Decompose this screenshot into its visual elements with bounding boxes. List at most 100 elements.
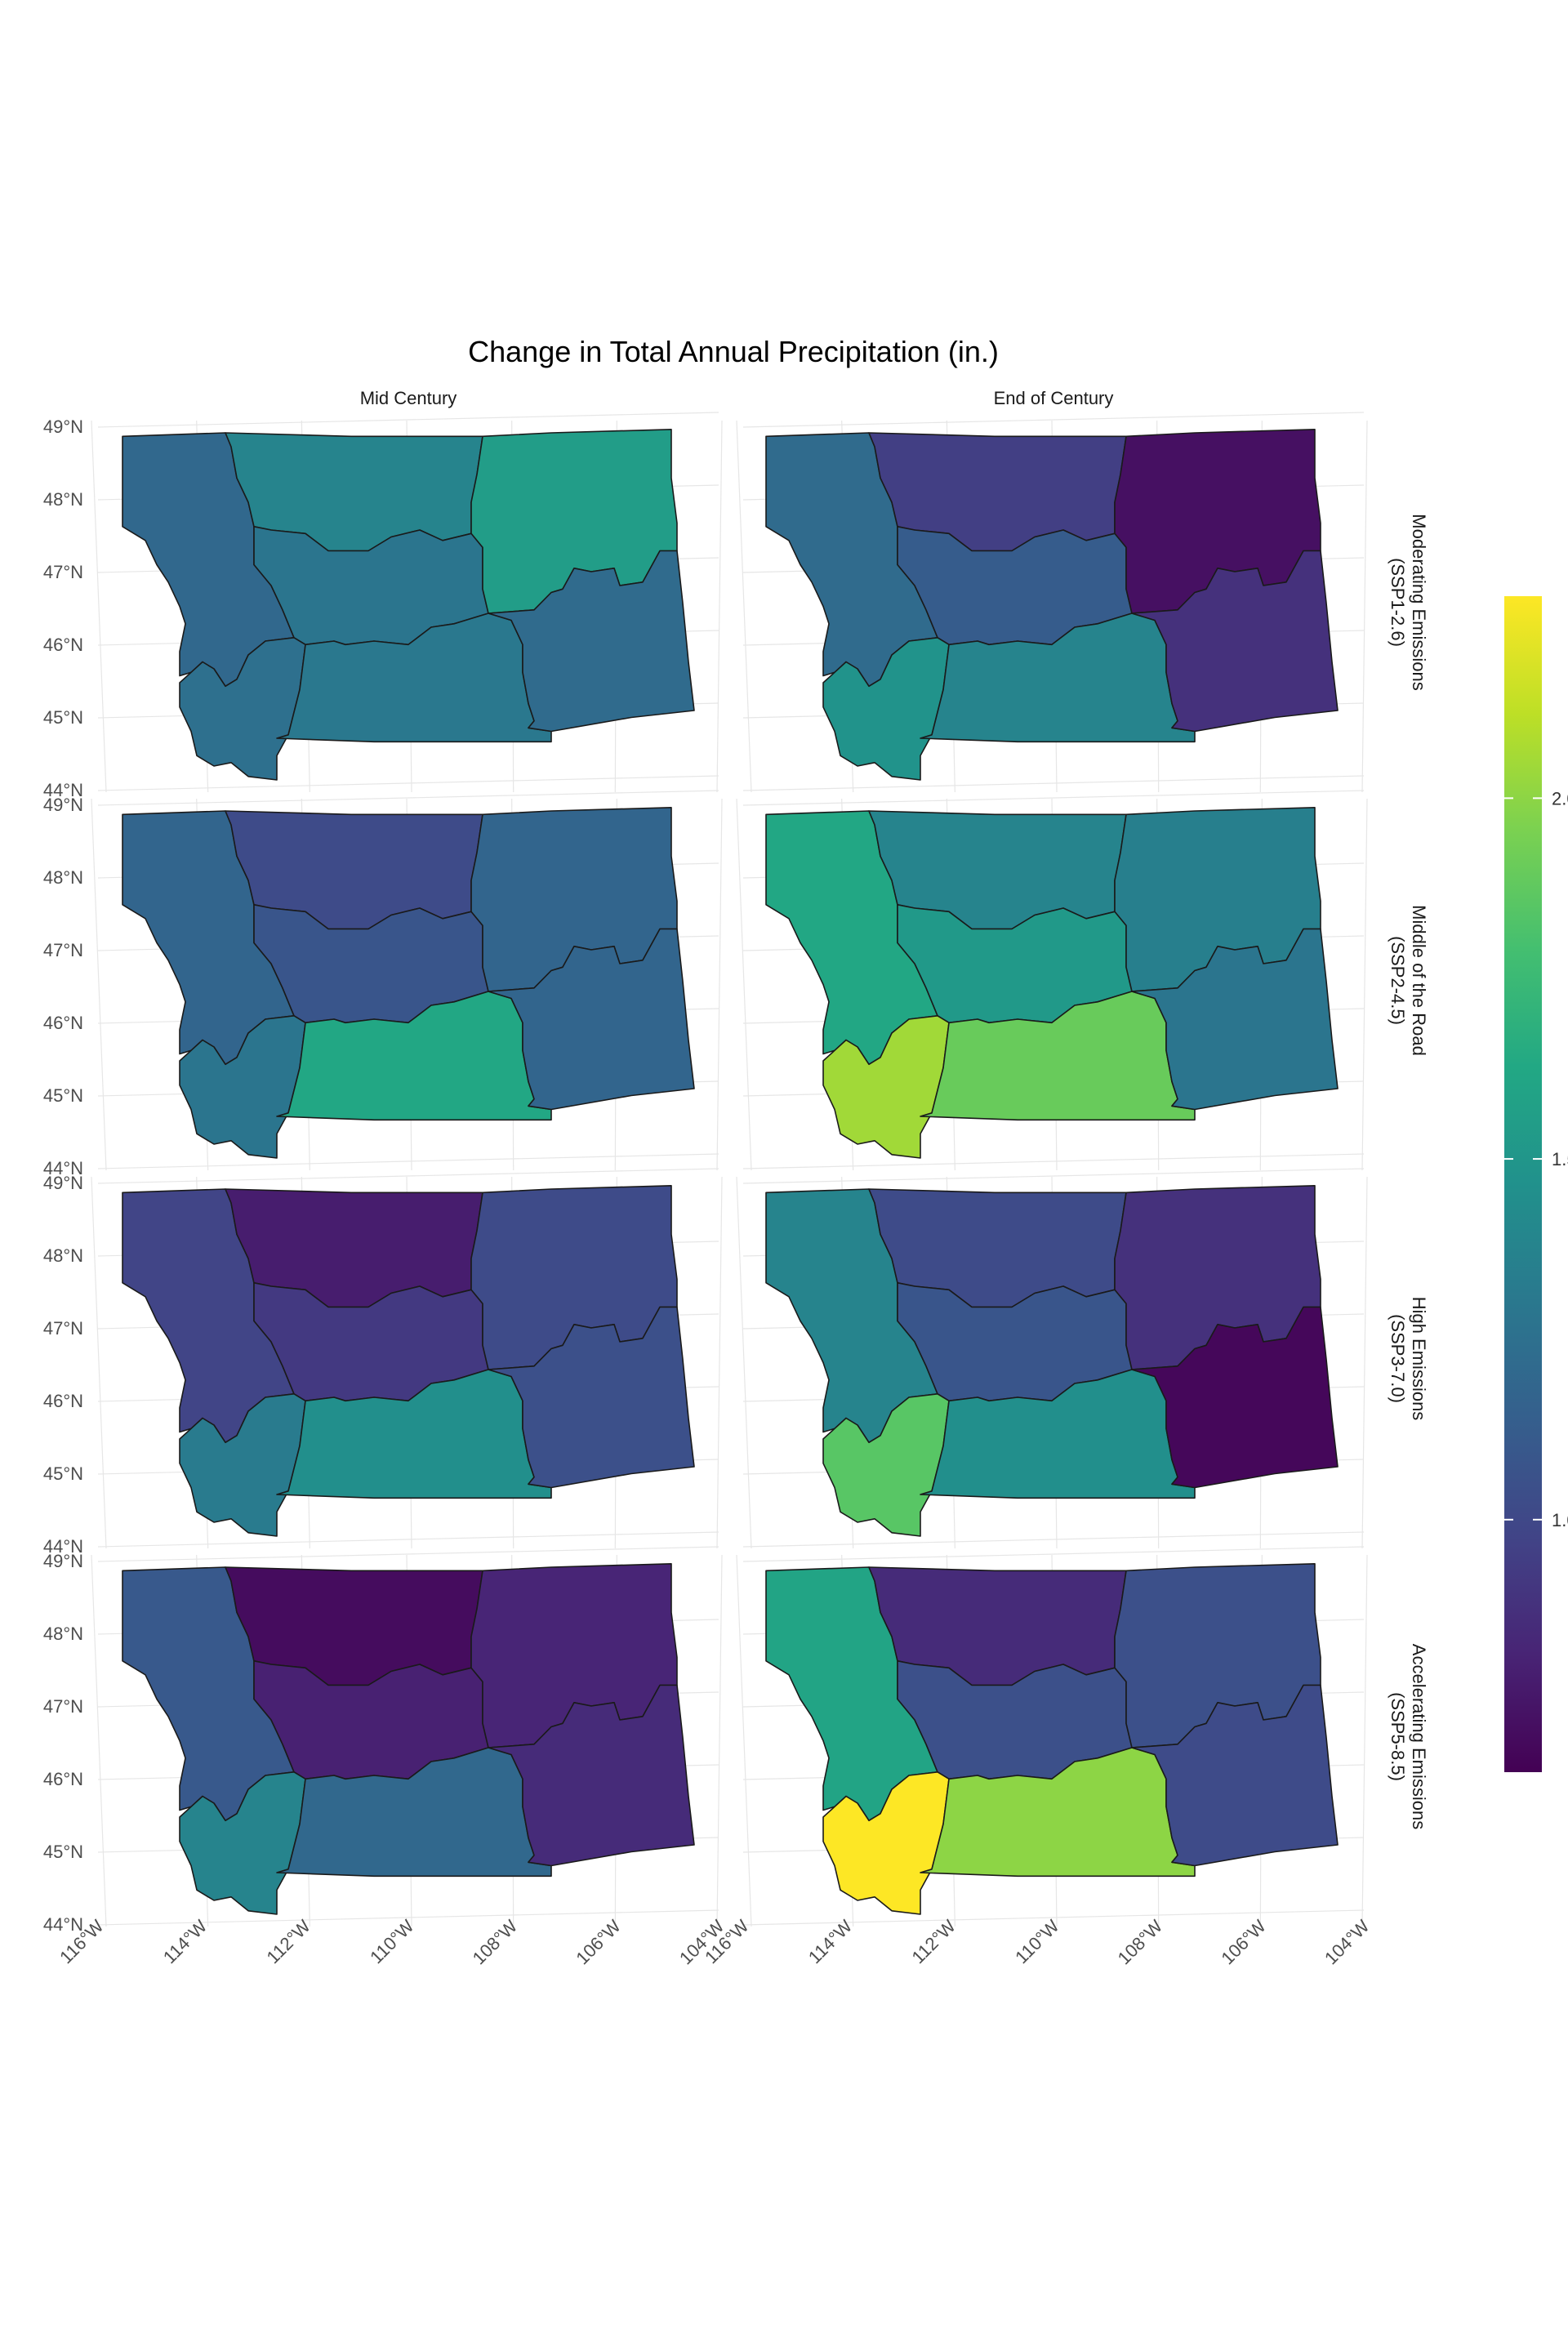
lat-gridline xyxy=(97,1546,719,1562)
lat-tick-label: 48°N xyxy=(43,1624,83,1644)
lat-gridline xyxy=(742,1531,1365,1548)
region-southeast xyxy=(1131,928,1339,1111)
lon-gridline xyxy=(736,1554,752,1927)
lat-tick-label: 48°N xyxy=(43,489,83,510)
lat-tick-label: 49°N xyxy=(43,795,83,815)
lon-gridline xyxy=(716,1554,723,1927)
region-southwest xyxy=(822,636,950,781)
row-label-ssp: (SSP2-4.5) xyxy=(1388,936,1408,1025)
lon-gridline xyxy=(736,1176,752,1549)
map-panel xyxy=(736,790,1368,1171)
map-panel xyxy=(91,1546,723,1927)
map-panel xyxy=(91,412,723,793)
row-label: Middle of the Road(SSP2-4.5) xyxy=(1388,905,1429,1056)
region-southwest xyxy=(179,1393,306,1537)
lon-gridline xyxy=(1361,1176,1368,1549)
lat-tick-label: 48°N xyxy=(43,1245,83,1266)
lon-gridline xyxy=(91,798,107,1171)
region-southwest xyxy=(179,1771,306,1915)
region-southwest xyxy=(822,1393,950,1537)
lat-tick-label: 45°N xyxy=(43,1463,83,1484)
map-panel xyxy=(736,1546,1368,1927)
lon-tick-label: 106°W xyxy=(572,1916,625,1969)
row-label: High Emissions(SSP3-7.0) xyxy=(1388,1297,1429,1421)
region-southwest xyxy=(822,1015,950,1159)
colorbar-tick-label: 2.0 xyxy=(1552,788,1568,808)
row-label: Moderating Emissions(SSP1-2.6) xyxy=(1388,514,1429,690)
lon-tick-label: 108°W xyxy=(1114,1916,1167,1969)
lat-tick-label: 49°N xyxy=(43,1551,83,1571)
figure-title: Change in Total Annual Precipitation (in… xyxy=(468,335,999,368)
region-southeast xyxy=(1131,550,1339,733)
lon-gridline xyxy=(1361,420,1368,793)
region-southeast xyxy=(1131,1684,1339,1867)
lat-tick-label: 44°N xyxy=(43,1914,83,1935)
lat-tick-label: 49°N xyxy=(43,1173,83,1193)
row-labels: Moderating Emissions(SSP1-2.6) Middle of … xyxy=(1388,514,1429,1829)
lat-tick-label: 45°N xyxy=(43,1085,83,1106)
lon-gridline xyxy=(1361,1554,1368,1927)
lon-tick-label: 110°W xyxy=(1011,1916,1063,1968)
lat-gridline xyxy=(742,790,1365,806)
region-southeast xyxy=(1131,1306,1339,1489)
map-panel xyxy=(736,412,1368,793)
lon-tick-label: 112°W xyxy=(907,1916,960,1968)
region-southwest xyxy=(179,636,306,781)
column-label-end-of-century: End of Century xyxy=(994,388,1114,408)
colorbar-tick-label: 1.0 xyxy=(1552,1510,1568,1530)
lat-gridline xyxy=(97,412,719,428)
row-label-ssp: (SSP1-2.6) xyxy=(1388,558,1408,647)
map-panel xyxy=(91,1168,723,1549)
lon-gridline xyxy=(91,420,107,793)
lat-tick-label: 46°N xyxy=(43,1769,83,1789)
lat-tick-label: 45°N xyxy=(43,1842,83,1862)
region-southwest xyxy=(179,1015,306,1159)
lat-tick-label: 44°N xyxy=(43,1158,83,1178)
lat-gridline xyxy=(97,1153,719,1169)
lat-tick-label: 48°N xyxy=(43,867,83,888)
lon-gridline xyxy=(736,798,752,1171)
lat-gridline xyxy=(742,1546,1365,1562)
lat-tick-label: 45°N xyxy=(43,707,83,728)
lat-gridline xyxy=(97,775,719,791)
lat-tick-label: 47°N xyxy=(43,1696,83,1717)
lat-tick-label: 47°N xyxy=(43,1318,83,1339)
row-label-ssp: (SSP3-7.0) xyxy=(1388,1314,1408,1403)
lon-tick-label: 112°W xyxy=(262,1916,314,1968)
lon-gridline xyxy=(716,420,723,793)
lat-gridline xyxy=(742,1168,1365,1184)
region-southwest xyxy=(822,1771,950,1915)
lat-gridline xyxy=(742,775,1365,791)
colorbar xyxy=(1504,596,1542,1772)
lat-tick-label: 49°N xyxy=(43,416,83,437)
color-legend: 1.0 1.5 2.0 xyxy=(1504,596,1568,1772)
row-label-scenario: Middle of the Road xyxy=(1409,905,1429,1056)
lon-tick-label: 108°W xyxy=(469,1916,522,1969)
lat-tick-label: 44°N xyxy=(43,1536,83,1557)
lon-gridline xyxy=(1361,798,1368,1171)
lat-tick-label: 44°N xyxy=(43,780,83,800)
lon-tick-label: 104°W xyxy=(1321,1916,1374,1969)
lat-tick-label: 46°N xyxy=(43,1013,83,1033)
lon-gridline xyxy=(91,1176,107,1549)
lat-gridline xyxy=(742,412,1365,428)
row-label-scenario: Accelerating Emissions xyxy=(1409,1644,1429,1829)
region-southeast xyxy=(488,1306,695,1489)
lon-gridline xyxy=(91,1554,107,1927)
lat-tick-label: 47°N xyxy=(43,940,83,960)
lon-gridline xyxy=(736,420,752,793)
lat-tick-label: 46°N xyxy=(43,635,83,655)
colorbar-tick-label: 1.5 xyxy=(1552,1149,1568,1169)
lat-tick-label: 47°N xyxy=(43,562,83,582)
region-southeast xyxy=(488,550,695,733)
lat-gridline xyxy=(742,1153,1365,1169)
lat-gridline xyxy=(97,790,719,806)
lon-tick-label: 110°W xyxy=(366,1916,418,1968)
row-label-scenario: Moderating Emissions xyxy=(1409,514,1429,690)
region-southeast xyxy=(488,928,695,1111)
lat-gridline xyxy=(97,1168,719,1184)
region-southeast xyxy=(488,1684,695,1867)
lon-tick-label: 106°W xyxy=(1217,1916,1270,1969)
row-label: Accelerating Emissions(SSP5-8.5) xyxy=(1388,1644,1429,1829)
column-label-mid-century: Mid Century xyxy=(360,388,457,408)
